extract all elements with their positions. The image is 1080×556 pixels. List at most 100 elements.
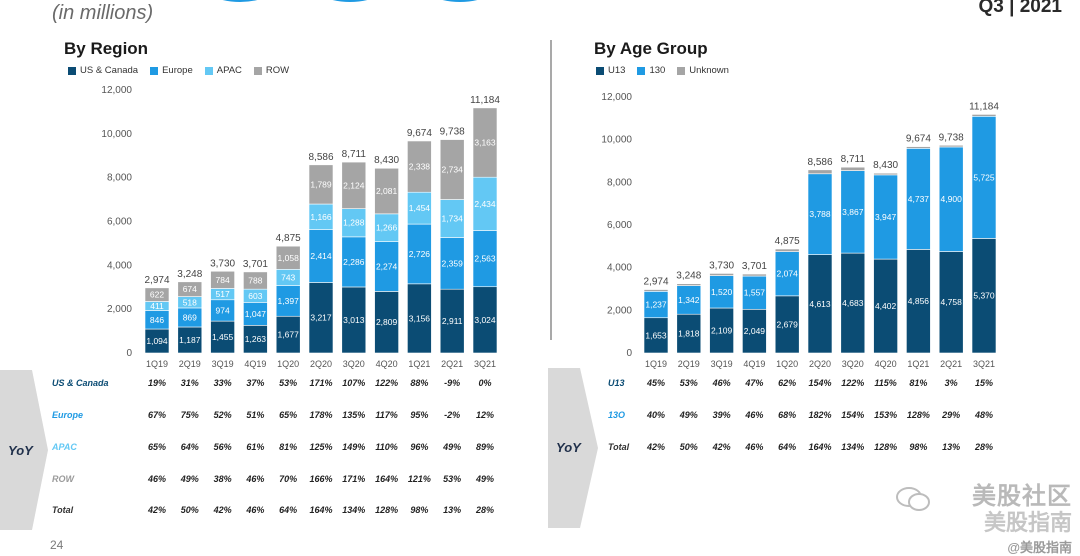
age-bar-unknown [774, 248, 800, 252]
region-bar-europe [407, 223, 432, 285]
page-number: 24 [50, 538, 64, 552]
region-bar-label: 3,013 [343, 315, 365, 325]
yoy-cell: 0% [478, 378, 492, 388]
age-bar-label: 4,856 [908, 296, 930, 306]
age-bar-label: 4,683 [842, 298, 864, 308]
yoy-cell: 125% [309, 442, 333, 452]
yoy-cell: 33% [213, 378, 232, 388]
yoy-cell: 98% [410, 505, 429, 515]
age-category-label: 2Q19 [678, 359, 700, 369]
age-ytick: 10,000 [601, 135, 632, 146]
region-category-label: 1Q21 [408, 359, 430, 369]
age-total-label: 8,711 [841, 154, 866, 165]
age-category-label: 2Q20 [809, 359, 831, 369]
yoy-cell: 178% [309, 410, 333, 420]
region-total-label: 8,430 [374, 155, 399, 166]
region-total-label: 2,974 [144, 275, 169, 286]
age-bar-label: 2,049 [744, 326, 766, 336]
age-bar-label: 3,788 [809, 209, 831, 219]
yoy-cell: 95% [410, 410, 429, 420]
yoy-cell: 89% [475, 442, 494, 452]
age-category-label: 1Q19 [645, 359, 667, 369]
yoy-row: Europe 67% 75% 52% 51% 65% 178% 135% 117% 95% -2% 1… [52, 410, 552, 424]
age-bar-u13 [906, 249, 931, 354]
age-bar-13o [840, 170, 866, 254]
region-bar-label: 788 [248, 276, 262, 286]
yoy-cell: 128% [874, 442, 898, 452]
region-bar-row [407, 140, 432, 193]
age-category-label: 4Q19 [743, 359, 765, 369]
age-bar-label: 4,402 [875, 301, 897, 311]
yoy-cell: 46% [712, 378, 731, 388]
yoy-cell: 65% [147, 442, 166, 452]
region-bar-label: 1,455 [212, 332, 234, 342]
legend-unknown: Unknown [677, 65, 729, 76]
yoy-cell: 110% [375, 442, 398, 452]
region-bar-us-canada [439, 288, 465, 354]
region-bar-label: 2,726 [409, 249, 431, 259]
age-bar-label: 1,653 [645, 330, 667, 340]
region-legend: US & Canada Europe APAC ROW [68, 65, 289, 76]
yoy-cell: 166% [309, 474, 333, 484]
yoy-cell: 38% [213, 474, 232, 484]
age-total-label: 3,701 [742, 261, 767, 272]
region-chart-title: By Region [64, 39, 149, 58]
age-bar-u13 [840, 252, 866, 354]
yoy-cell: 42% [147, 505, 166, 515]
region-bar-label: 1,288 [343, 218, 365, 228]
yoy-cell: 107% [342, 378, 366, 388]
age-total-label: 4,875 [775, 236, 800, 247]
yoy-cell: 42% [712, 442, 731, 452]
yoy-cell: 81% [909, 378, 928, 388]
region-bar-label: 974 [216, 305, 230, 315]
region-bar-row [243, 271, 268, 290]
age-bar-unknown [873, 172, 898, 176]
yoy-cell: 53% [679, 378, 698, 388]
age-bar-u13 [774, 295, 800, 354]
age-bar-13o [774, 251, 800, 297]
yoy-cell: 15% [974, 378, 993, 388]
region-bar-label: 2,911 [442, 316, 463, 326]
legend-apac: APAC [204, 65, 242, 76]
region-bar-label: 2,338 [409, 162, 431, 172]
region-bar-label: 3,217 [310, 313, 332, 323]
age-total-label: 8,586 [807, 157, 832, 168]
region-total-label: 9,738 [440, 127, 465, 138]
region-ytick: 6,000 [107, 217, 132, 228]
age-category-label: 4Q20 [875, 359, 897, 369]
yoy-cell: 81% [279, 442, 298, 452]
age-bar-label: 2,074 [777, 269, 799, 279]
legend-row: ROW [253, 65, 289, 76]
yoy-row: APAC 65% 64% 56% 61% 81% 125% 149% 110% 96% 49% 89% [52, 442, 552, 456]
yoy-cell: 171% [342, 474, 366, 484]
panel-divider [550, 40, 552, 340]
yoy-cell: 46% [246, 505, 265, 515]
yoy-cell: 13% [942, 442, 961, 452]
region-bar-europe [275, 285, 301, 317]
region-bar-label: 784 [216, 275, 230, 285]
age-total-label: 2,974 [643, 277, 668, 288]
yoy-cell: 98% [909, 442, 928, 452]
age-bar-label: 1,557 [744, 288, 766, 298]
region-bar-label: 2,563 [474, 254, 496, 264]
yoy-row-label: Total [608, 442, 630, 452]
region-category-label: 3Q20 [343, 359, 365, 369]
yoy-table-region: US & Canada 19% 31% 33% 37% 53% 171% 107% 122% 88… [52, 378, 552, 528]
yoy-cell: 46% [246, 474, 265, 484]
yoy-row-label: 13O [608, 410, 626, 420]
yoy-cell: 52% [213, 410, 232, 420]
region-bar-row [374, 167, 399, 215]
yoy-cell: 49% [180, 474, 199, 484]
yoy-row-label: Total [52, 505, 74, 515]
region-category-label: 2Q21 [441, 359, 463, 369]
age-ytick: 2,000 [607, 305, 632, 316]
age-bar-label: 1,237 [645, 300, 667, 310]
age-ytick: 6,000 [607, 220, 632, 231]
region-bar-label: 1,094 [146, 336, 168, 346]
region-bar-row [439, 139, 465, 200]
age-bar-u13 [643, 317, 669, 354]
region-category-label: 4Q20 [376, 359, 398, 369]
legend-europe: Europe [150, 65, 193, 76]
region-bar-us-canada [341, 286, 367, 354]
age-total-label: 9,674 [906, 134, 931, 145]
